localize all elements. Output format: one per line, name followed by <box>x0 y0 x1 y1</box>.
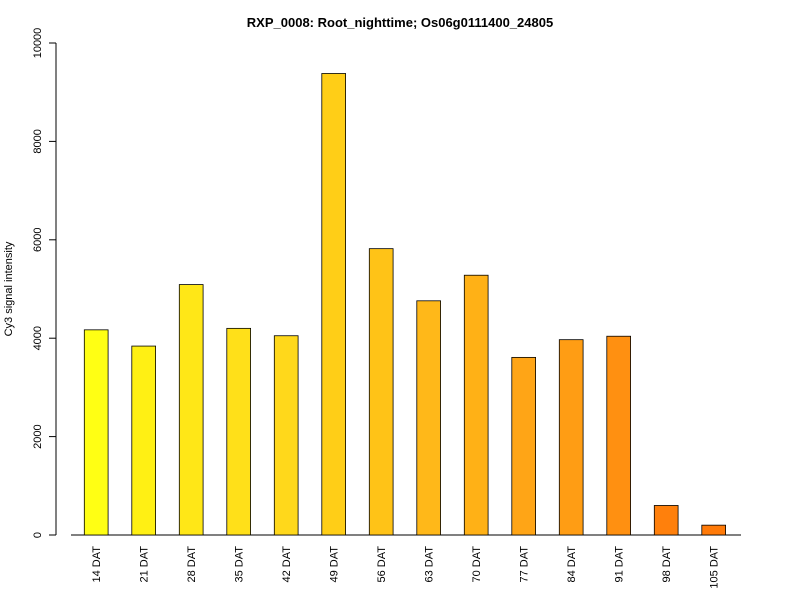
bar <box>131 345 157 536</box>
x-tick-label: 91 DAT <box>614 546 626 583</box>
bar <box>558 339 584 536</box>
y-tick-label: 6000 <box>32 228 44 252</box>
x-tick-label: 77 DAT <box>519 546 531 583</box>
x-axis: 14 DAT 21 DAT 28 DAT 35 DAT 42 DAT 49 DAT 56 D… <box>71 534 741 589</box>
bar <box>606 335 631 536</box>
bar <box>416 300 441 536</box>
bar <box>511 356 536 536</box>
y-tick-label: 0 <box>32 532 44 538</box>
x-tick-label: 84 DAT <box>566 546 578 583</box>
bar <box>83 329 109 536</box>
x-tick-label: 35 DAT <box>234 546 246 583</box>
x-tick-label: 42 DAT <box>281 546 293 583</box>
bar <box>226 327 252 536</box>
bars-group <box>83 73 726 536</box>
bar <box>368 248 394 536</box>
y-tick-label: 2000 <box>32 424 44 448</box>
x-tick-label: 56 DAT <box>376 546 388 583</box>
y-tick-label: 8000 <box>32 129 44 153</box>
x-tick-label: 70 DAT <box>471 546 483 583</box>
bar <box>273 335 299 536</box>
bar <box>653 505 679 536</box>
bar <box>178 284 204 536</box>
x-tick-label: 14 DAT <box>91 546 103 583</box>
y-axis-label: Cy3 signal intensity <box>3 241 15 336</box>
bar <box>321 73 346 536</box>
bar <box>701 524 726 536</box>
y-tick-label: 10000 <box>32 28 44 59</box>
x-tick-label: 98 DAT <box>661 546 673 583</box>
x-tick-label: 28 DAT <box>186 546 198 583</box>
bar <box>463 274 489 536</box>
x-tick-label: 105 DAT <box>709 546 721 589</box>
x-tick-label: 49 DAT <box>329 546 341 583</box>
y-tick-label: 4000 <box>32 326 44 350</box>
x-tick-label: 63 DAT <box>424 546 436 583</box>
y-axis: 0 2000 4000 6000 8000 10000 <box>32 28 57 538</box>
x-tick-label: 21 DAT <box>139 546 151 583</box>
chart-title: RXP_0008: Root_nighttime; Os06g0111400_2… <box>247 15 553 30</box>
